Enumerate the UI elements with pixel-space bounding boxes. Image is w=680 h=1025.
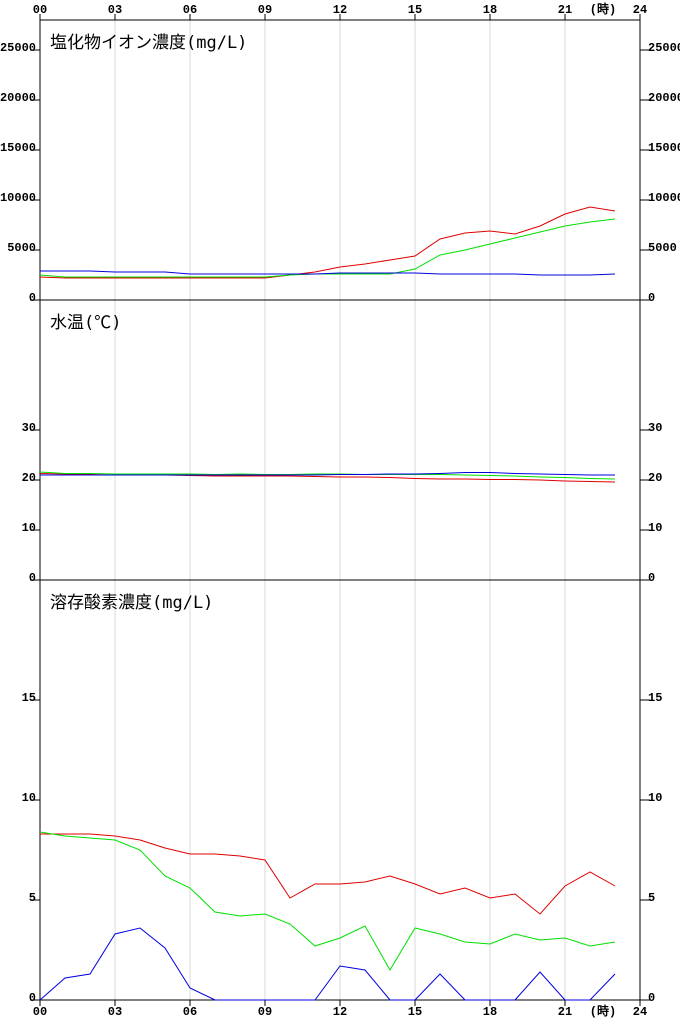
y-tick-label: 20 <box>22 471 36 485</box>
y-tick-label: 10 <box>22 791 36 805</box>
x-tick-label: 21 <box>558 3 572 17</box>
data-line <box>40 270 616 276</box>
y-tick-label: 0 <box>648 991 655 1005</box>
y-tick-label: 0 <box>648 571 655 585</box>
y-tick-label: 10 <box>648 521 662 535</box>
y-tick-label: 5000 <box>7 241 36 255</box>
y-tick-label: 30 <box>648 421 662 435</box>
y-tick-label: 5 <box>29 891 36 905</box>
y-tick-label: 20000 <box>648 91 680 105</box>
y-tick-label: 15000 <box>0 141 36 155</box>
x-tick-label: 03 <box>108 1005 122 1019</box>
y-tick-label: 0 <box>29 291 36 305</box>
y-tick-label: 10000 <box>0 191 36 205</box>
x-tick-label: 18 <box>483 3 497 17</box>
x-tick-label: 00 <box>33 1005 47 1019</box>
x-tick-label: 03 <box>108 3 122 17</box>
y-tick-label: 5 <box>648 891 655 905</box>
y-tick-label: 15000 <box>648 141 680 155</box>
y-tick-label: 25000 <box>648 41 680 55</box>
x-tick-label: 06 <box>183 1005 197 1019</box>
x-tick-label: 00 <box>33 3 47 17</box>
y-tick-label: 0 <box>648 291 655 305</box>
x-tick-label: 15 <box>408 1005 422 1019</box>
x-tick-label: 09 <box>258 1005 272 1019</box>
x-axis-unit: (時) <box>590 1003 616 1019</box>
data-line <box>39 206 616 279</box>
data-line <box>39 471 616 480</box>
panel-title: 溶存酸素濃度(mg/L) <box>50 593 213 613</box>
data-line <box>39 831 616 971</box>
x-tick-label: 09 <box>258 3 272 17</box>
plot-frame <box>39 579 641 1001</box>
data-line <box>40 833 616 915</box>
y-tick-label: 10 <box>22 521 36 535</box>
y-tick-label: 5000 <box>648 241 677 255</box>
y-tick-label: 20000 <box>0 91 36 105</box>
panel-title: 水温(℃) <box>50 313 121 333</box>
x-tick-label: 24 <box>633 1005 647 1019</box>
y-tick-label: 30 <box>22 421 36 435</box>
data-line <box>40 472 615 476</box>
y-tick-label: 0 <box>29 571 36 585</box>
data-line <box>39 927 616 1001</box>
y-tick-label: 0 <box>29 991 36 1005</box>
y-tick-label: 10 <box>648 791 662 805</box>
x-tick-label: 06 <box>183 3 197 17</box>
y-tick-label: 20 <box>648 471 662 485</box>
y-tick-label: 15 <box>648 691 662 705</box>
x-tick-label: 18 <box>483 1005 497 1019</box>
x-tick-label: 12 <box>333 3 347 17</box>
x-tick-label: 24 <box>633 3 647 17</box>
y-tick-label: 10000 <box>648 191 680 205</box>
x-axis-unit: (時) <box>590 1 616 17</box>
y-tick-label: 25000 <box>0 41 36 55</box>
y-tick-label: 15 <box>22 691 36 705</box>
x-tick-label: 21 <box>558 1005 572 1019</box>
panel-title: 塩化物イオン濃度(mg/L) <box>50 33 247 53</box>
x-tick-label: 15 <box>408 3 422 17</box>
x-tick-label: 12 <box>333 1005 347 1019</box>
